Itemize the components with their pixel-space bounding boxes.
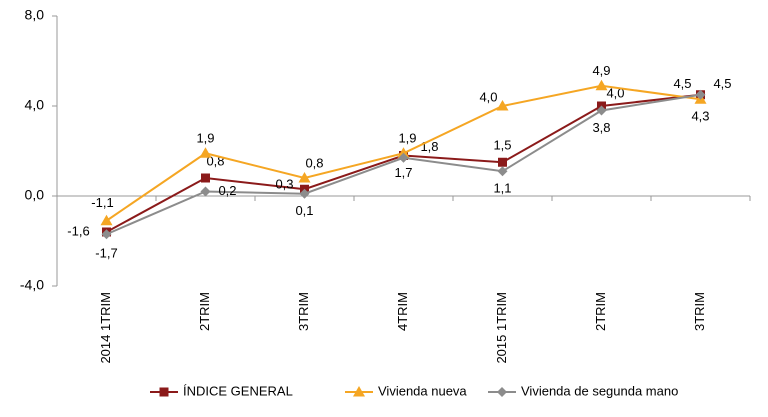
data-label: 0,1 [295, 203, 313, 218]
data-label: 1,1 [493, 181, 511, 196]
legend-item: ÍNDICE GENERAL [150, 383, 293, 398]
marker [596, 105, 607, 116]
x-tick-label: 4TRIM [395, 292, 410, 331]
legend-label: ÍNDICE GENERAL [183, 383, 293, 398]
legend-label: Vivienda de segunda mano [521, 383, 678, 398]
series: -1,7 0,2 0,1 1,7 1,1 3,8 4,5 [95, 76, 731, 261]
x-tick-label: 2015 1TRIM [494, 292, 509, 364]
data-label: 3,8 [592, 120, 610, 135]
marker [299, 188, 310, 199]
x-tick-label: 2TRIM [197, 292, 212, 331]
marker [498, 157, 507, 167]
data-label: 4,0 [479, 89, 497, 104]
marker [100, 214, 113, 226]
marker [695, 89, 706, 100]
x-tick-label: 2014 1TRIM [98, 292, 113, 364]
marker [497, 166, 508, 177]
data-label: 4,5 [673, 76, 691, 91]
data-label: 1,9 [398, 131, 416, 146]
marker [353, 386, 365, 397]
data-label: 1,7 [394, 165, 412, 180]
legend-item: Vivienda nueva [345, 383, 467, 398]
data-label: 4,5 [713, 76, 731, 91]
data-label: 0,8 [305, 155, 323, 170]
series-line [106, 93, 701, 233]
y-tick-label: 4,0 [25, 97, 45, 113]
x-tick-label: 3TRIM [296, 292, 311, 331]
y-tick-label: 0,0 [25, 187, 45, 203]
data-label: 1,9 [196, 131, 214, 146]
marker [200, 186, 211, 197]
data-label: 0,3 [275, 177, 293, 192]
y-tick-label: -4,0 [20, 277, 44, 293]
marker [595, 79, 608, 91]
legend-label: Vivienda nueva [378, 383, 467, 398]
x-tick-label: 3TRIM [692, 292, 707, 331]
data-label: 4,9 [592, 63, 610, 78]
data-label: 1,5 [493, 138, 511, 153]
marker [496, 100, 509, 111]
marker [298, 172, 311, 183]
marker [201, 173, 210, 183]
data-label: 0,2 [218, 183, 236, 198]
marker [159, 387, 169, 397]
data-label: -1,7 [95, 246, 117, 261]
marker [199, 147, 212, 158]
legend-item: Vivienda de segunda mano [488, 383, 678, 398]
data-label: -1,1 [91, 195, 113, 210]
y-tick-label: 8,0 [25, 7, 45, 23]
marker [101, 229, 112, 240]
x-tick-label: 2TRIM [593, 292, 608, 331]
data-label: 4,3 [691, 109, 709, 124]
marker [397, 147, 410, 158]
data-label: -1,6 [67, 223, 89, 238]
marker [398, 152, 409, 163]
marker [497, 387, 507, 397]
